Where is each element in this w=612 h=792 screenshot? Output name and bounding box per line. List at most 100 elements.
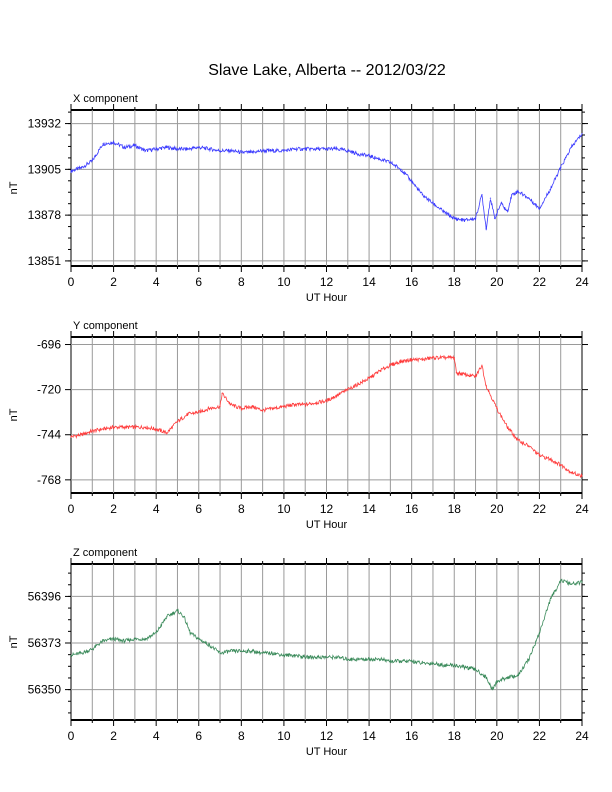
data-point xyxy=(293,404,296,406)
data-point xyxy=(538,632,541,634)
x-tick-label: 24 xyxy=(575,275,589,289)
data-point xyxy=(144,638,147,640)
data-point xyxy=(315,402,317,404)
data-point xyxy=(272,150,274,152)
x-axis-label: UT Hour xyxy=(306,292,348,304)
data-point xyxy=(485,385,487,387)
data-point xyxy=(262,652,264,654)
data-point xyxy=(240,407,242,410)
data-point xyxy=(400,660,402,662)
data-point xyxy=(528,197,530,199)
data-point xyxy=(491,689,494,691)
x-tick-label: 2 xyxy=(110,502,117,516)
data-point xyxy=(368,658,370,660)
data-point xyxy=(549,458,551,460)
data-point xyxy=(336,394,338,396)
data-point xyxy=(528,658,530,660)
data-point xyxy=(496,407,498,410)
data-point xyxy=(528,445,530,447)
data-point xyxy=(134,426,136,428)
x-tick-label: 4 xyxy=(153,502,160,516)
data-point xyxy=(81,434,83,436)
data-point xyxy=(230,404,232,406)
data-point xyxy=(283,654,285,656)
data-point xyxy=(347,389,349,391)
data-point xyxy=(357,383,360,385)
x-tick-label: 10 xyxy=(277,502,291,516)
x-tick-label: 12 xyxy=(320,502,334,516)
x-tick-label: 16 xyxy=(405,275,419,289)
data-point xyxy=(560,464,562,466)
data-point xyxy=(443,211,445,213)
x-tick-label: 8 xyxy=(238,729,245,743)
data-point xyxy=(411,660,413,662)
data-point xyxy=(70,170,72,172)
data-point xyxy=(570,583,572,585)
data-point xyxy=(432,357,434,359)
data-point xyxy=(176,420,179,423)
data-point xyxy=(187,413,189,415)
data-point xyxy=(549,189,551,191)
x-tick-label: 10 xyxy=(277,729,291,743)
data-point xyxy=(511,194,513,196)
data-point xyxy=(325,656,328,658)
x-axis-label: UT Hour xyxy=(306,746,348,758)
data-point xyxy=(432,662,434,664)
data-point xyxy=(230,150,232,152)
data-point xyxy=(368,155,370,157)
data-point xyxy=(283,150,285,152)
data-point xyxy=(489,197,492,199)
data-point xyxy=(251,151,253,153)
x-axis-label: UT Hour xyxy=(306,519,348,531)
data-point xyxy=(538,207,541,209)
data-point xyxy=(176,148,179,150)
x-tick-label: 16 xyxy=(405,502,419,516)
x-tick-label: 6 xyxy=(195,729,202,743)
y-tick-label: -768 xyxy=(37,473,61,487)
data-point xyxy=(304,404,306,406)
x-tick-label: 4 xyxy=(153,729,160,743)
data-point xyxy=(325,400,328,402)
y-tick-label: 13878 xyxy=(28,208,62,222)
data-point xyxy=(189,632,191,634)
data-point xyxy=(506,426,509,428)
data-point xyxy=(315,656,317,658)
data-point xyxy=(474,668,477,670)
data-point xyxy=(155,428,157,430)
data-point xyxy=(496,680,498,683)
x-tick-label: 8 xyxy=(238,502,245,516)
x-tick-label: 22 xyxy=(533,502,547,516)
data-point xyxy=(221,392,223,394)
data-point xyxy=(464,666,466,668)
x-tick-label: 14 xyxy=(362,729,376,743)
x-tick-label: 14 xyxy=(362,275,376,289)
data-point xyxy=(379,658,381,660)
data-point xyxy=(144,150,147,152)
data-point xyxy=(517,439,519,441)
data-point xyxy=(411,180,413,182)
y-tick-label: 56396 xyxy=(28,589,62,603)
panel-title: Z component xyxy=(73,547,137,559)
data-point xyxy=(506,676,509,679)
data-point xyxy=(155,148,157,150)
data-point xyxy=(208,644,210,646)
y-tick-label: 13851 xyxy=(28,254,62,268)
data-point xyxy=(304,656,306,658)
x-tick-label: 14 xyxy=(362,502,376,516)
data-point xyxy=(240,650,242,652)
data-point xyxy=(581,133,583,135)
data-point xyxy=(464,219,466,221)
data-point xyxy=(102,428,104,430)
x-tick-label: 20 xyxy=(490,502,504,516)
data-point xyxy=(219,150,221,152)
data-point xyxy=(81,167,83,169)
data-point xyxy=(166,432,168,434)
data-point xyxy=(570,146,572,148)
data-point xyxy=(325,148,328,150)
data-point xyxy=(102,143,104,145)
data-point xyxy=(70,654,72,656)
data-point xyxy=(464,373,466,376)
data-point xyxy=(336,656,338,658)
y-axis-label: nT xyxy=(8,635,20,648)
